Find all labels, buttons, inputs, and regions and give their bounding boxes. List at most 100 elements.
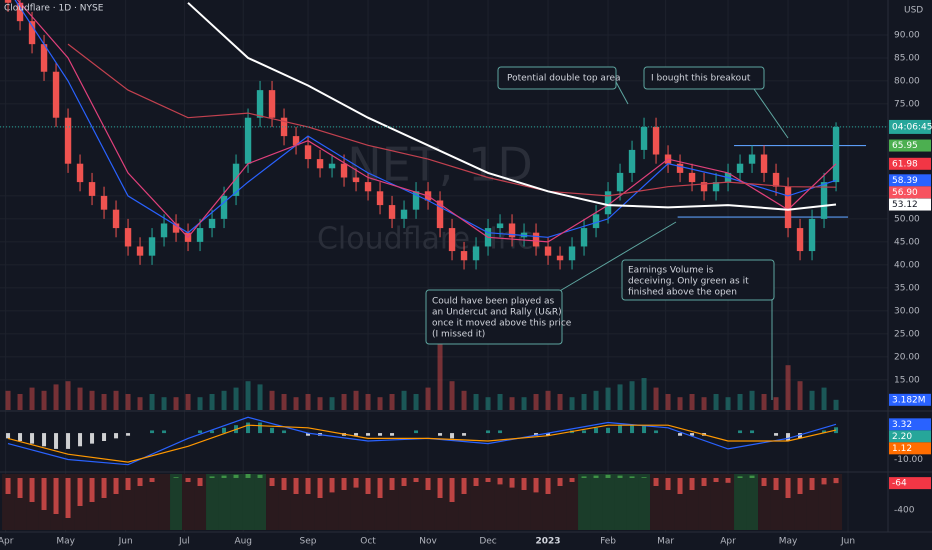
candle-body	[148, 237, 156, 256]
candle-body	[808, 218, 816, 252]
macd-histogram-bar	[90, 433, 95, 444]
macd-histogram-bar	[270, 427, 275, 434]
value-badge	[889, 430, 931, 443]
oscillator-bar	[329, 478, 335, 493]
y-tick-label: 35.00	[894, 283, 920, 293]
oscillator-zone	[290, 474, 303, 530]
oscillator-zone	[230, 474, 243, 530]
oscillator-zone	[158, 474, 171, 530]
oscillator-bar	[473, 478, 479, 486]
volume-bar	[317, 397, 323, 410]
oscillator-bar	[209, 476, 215, 478]
oscillator-zone	[122, 474, 135, 530]
candle-body	[544, 246, 552, 256]
oscillator-zone	[554, 474, 567, 530]
macd-histogram-bar	[222, 427, 227, 434]
candle-body	[652, 126, 660, 155]
candle-body	[328, 163, 336, 169]
oscillator-zone	[302, 474, 315, 530]
oscillator-bar	[725, 478, 731, 483]
macd-histogram-bar	[126, 433, 131, 436]
macd-histogram-bar	[654, 430, 659, 434]
x-tick-label: Feb	[600, 537, 616, 547]
macd-histogram-bar	[198, 430, 203, 434]
moving-average	[16, 0, 837, 243]
volume-bar	[425, 387, 431, 410]
x-tick-label: Apr	[720, 537, 736, 547]
oscillator-bar	[281, 478, 287, 490]
oscillator-zone	[146, 474, 159, 530]
volume-bar	[761, 394, 767, 410]
value-badge	[889, 198, 931, 211]
oscillator-bar	[245, 474, 251, 478]
oscillator-zone	[182, 474, 195, 530]
macd-histogram-bar	[258, 422, 263, 434]
oscillator-zone	[602, 474, 615, 530]
oscillator-bar	[593, 475, 599, 478]
macd-histogram-bar	[534, 433, 539, 436]
candle-body	[232, 163, 240, 196]
volume-bar	[269, 390, 275, 410]
candle-body	[628, 149, 636, 173]
macd-histogram-bar	[114, 433, 119, 439]
volume-bar	[5, 390, 11, 410]
volume-bar	[557, 394, 563, 410]
volume-bar	[125, 394, 131, 410]
candle-body	[136, 246, 144, 256]
volume-bar	[485, 397, 491, 410]
oscillator-bar	[833, 478, 839, 484]
y-tick-label: 80.00	[894, 76, 920, 86]
candle-body	[604, 191, 612, 215]
candle-body	[388, 205, 396, 219]
volume-bar	[233, 387, 239, 410]
oscillator-zone	[266, 474, 279, 530]
x-tick-label: Jun	[118, 537, 133, 547]
annotation-text: Potential double top area	[507, 74, 621, 84]
candle-body	[292, 136, 300, 146]
volume-bar	[173, 397, 179, 410]
volume-bar	[353, 390, 359, 410]
oscillator-zone	[98, 474, 111, 530]
oscillator-bar	[125, 478, 131, 490]
oscillator-bar	[389, 478, 395, 490]
volume-bar	[449, 381, 455, 410]
macd-histogram-bar	[42, 433, 47, 447]
candle-body	[784, 186, 792, 229]
macd-histogram-bar	[162, 430, 167, 434]
macd-histogram-bar	[678, 433, 683, 436]
y-tick-label: -400	[894, 506, 915, 516]
oscillator-zone	[626, 474, 639, 530]
value-badge	[889, 442, 931, 455]
oscillator-bar	[533, 478, 539, 493]
macd-histogram-bar	[246, 422, 251, 434]
value-badge-label: 3.182M	[892, 395, 926, 405]
oscillator-zone	[674, 474, 687, 530]
oscillator-zone	[218, 474, 231, 530]
oscillator-bar	[269, 478, 275, 486]
candle-body	[88, 182, 96, 196]
countdown-badge	[889, 119, 931, 134]
oscillator-bar	[737, 476, 743, 478]
oscillator-bar	[605, 474, 611, 478]
connector	[557, 221, 677, 293]
macd-histogram-bar	[366, 433, 371, 436]
candle-body	[52, 71, 60, 118]
candle-body	[196, 228, 204, 242]
oscillator-zone	[242, 474, 255, 530]
volume-bar	[257, 384, 263, 410]
y-tick-label: 85.00	[894, 53, 920, 63]
oscillator-bar	[173, 477, 179, 478]
moving-average	[187, 2, 837, 211]
oscillator-zone	[698, 474, 711, 530]
volume-bar	[629, 381, 635, 410]
candle-body	[772, 172, 780, 187]
value-badge-label: 61.98	[892, 159, 918, 169]
candle-body	[472, 246, 480, 261]
candle-body	[4, 0, 12, 3]
candle-body	[124, 228, 132, 247]
macd-histogram-bar	[618, 425, 623, 434]
volume-bar	[41, 390, 47, 410]
oscillator-bar	[101, 478, 107, 498]
y-tick-label: 45.00	[894, 237, 920, 247]
oscillator-bar	[293, 478, 299, 494]
